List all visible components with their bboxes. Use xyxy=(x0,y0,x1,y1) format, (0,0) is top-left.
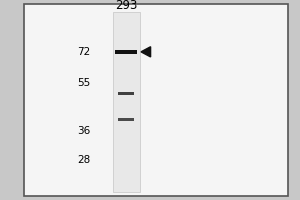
Text: 36: 36 xyxy=(77,126,90,136)
Text: 55: 55 xyxy=(77,78,90,88)
FancyBboxPatch shape xyxy=(24,4,288,196)
FancyBboxPatch shape xyxy=(118,118,134,121)
FancyBboxPatch shape xyxy=(118,92,134,95)
Text: 293: 293 xyxy=(115,0,137,12)
FancyBboxPatch shape xyxy=(112,12,140,192)
Polygon shape xyxy=(141,47,151,57)
Text: 72: 72 xyxy=(77,47,90,57)
FancyBboxPatch shape xyxy=(115,50,137,54)
Text: 28: 28 xyxy=(77,155,90,165)
